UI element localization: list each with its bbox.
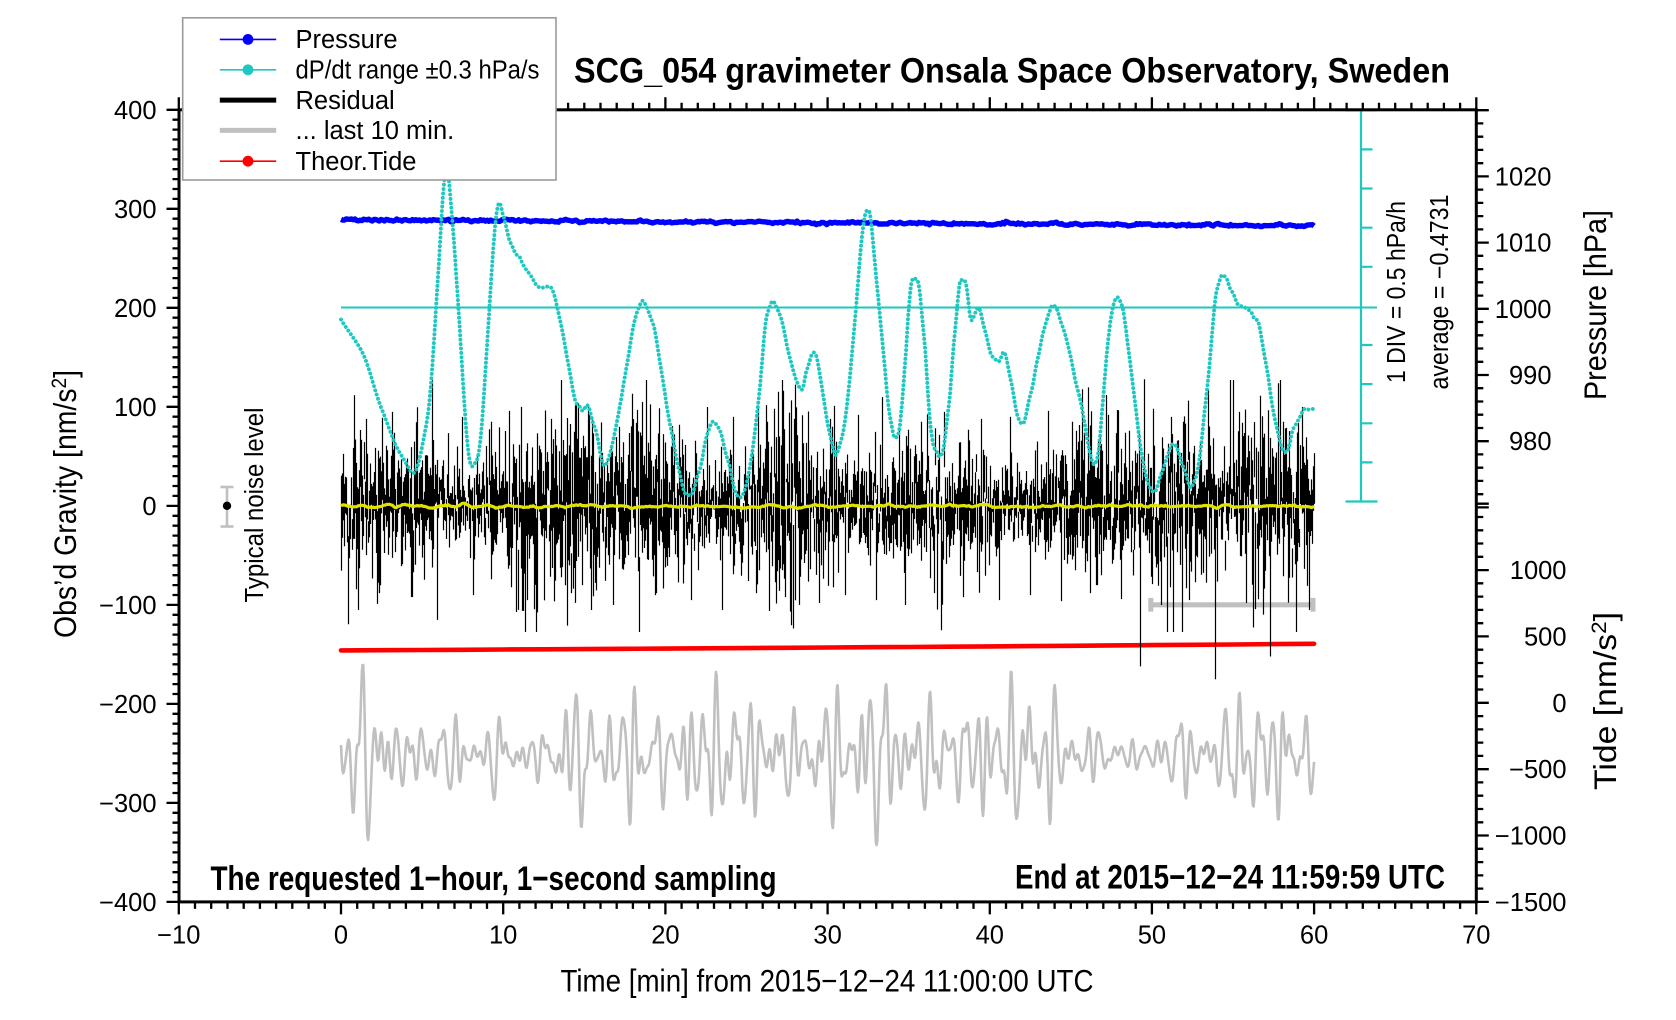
svg-text:−400: −400 — [99, 889, 156, 917]
svg-text:20: 20 — [651, 922, 679, 950]
svg-text:400: 400 — [114, 97, 157, 125]
svg-text:−300: −300 — [99, 790, 156, 818]
svg-text:0: 0 — [1552, 690, 1566, 718]
svg-text:SCG_054 gravimeter Onsala Spac: SCG_054 gravimeter Onsala Space Observat… — [574, 51, 1450, 91]
svg-text:Obs’d Gravity [nm/s2]: Obs’d Gravity [nm/s2] — [47, 370, 83, 638]
svg-text:1 DIV = 0.5 hPa/h: 1 DIV = 0.5 hPa/h — [1383, 201, 1411, 383]
svg-text:Residual: Residual — [296, 87, 395, 115]
svg-text:990: 990 — [1509, 362, 1552, 390]
svg-text:0: 0 — [334, 922, 348, 950]
svg-text:40: 40 — [976, 922, 1004, 950]
svg-text:−200: −200 — [99, 691, 156, 719]
svg-text:100: 100 — [114, 394, 157, 422]
svg-text:Tide [nm/s2]: Tide [nm/s2] — [1587, 612, 1623, 790]
svg-text:Time [min] from 2015−12−24 11:: Time [min] from 2015−12−24 11:00:00 UTC — [561, 962, 1094, 998]
svg-text:−500: −500 — [1509, 756, 1566, 784]
svg-text:Pressure: Pressure — [296, 26, 398, 54]
svg-text:0: 0 — [142, 493, 156, 521]
svg-text:70: 70 — [1462, 922, 1490, 950]
svg-text:1020: 1020 — [1495, 163, 1552, 191]
svg-text:1000: 1000 — [1510, 557, 1567, 585]
svg-text:Pressure [hPa]: Pressure [hPa] — [1577, 210, 1613, 400]
svg-text:980: 980 — [1509, 428, 1552, 456]
svg-text:Typical noise level: Typical noise level — [241, 408, 269, 603]
svg-text:The requested 1−hour, 1−second: The requested 1−hour, 1−second sampling — [211, 860, 777, 898]
svg-text:60: 60 — [1300, 922, 1328, 950]
svg-text:10: 10 — [489, 922, 517, 950]
svg-text:−1500: −1500 — [1495, 889, 1567, 917]
svg-text:200: 200 — [114, 295, 157, 323]
svg-text:−1000: −1000 — [1495, 823, 1567, 851]
svg-text:Theor.Tide: Theor.Tide — [296, 148, 417, 176]
svg-text:−100: −100 — [99, 592, 156, 620]
svg-text:300: 300 — [114, 196, 157, 224]
svg-text:1010: 1010 — [1495, 230, 1552, 258]
svg-text:−10: −10 — [157, 922, 200, 950]
svg-text:average = −0.4731: average = −0.4731 — [1426, 195, 1454, 390]
svg-text:1000: 1000 — [1495, 296, 1552, 324]
svg-text:... last 10 min.: ... last 10 min. — [296, 117, 455, 145]
svg-text:End at 2015−12−24 11:59:59 UTC: End at 2015−12−24 11:59:59 UTC — [1015, 859, 1445, 897]
svg-text:dP/dt range ±0.3 hPa/s: dP/dt range ±0.3 hPa/s — [296, 57, 540, 85]
svg-text:50: 50 — [1138, 922, 1166, 950]
svg-text:30: 30 — [813, 922, 841, 950]
svg-text:500: 500 — [1524, 623, 1567, 651]
